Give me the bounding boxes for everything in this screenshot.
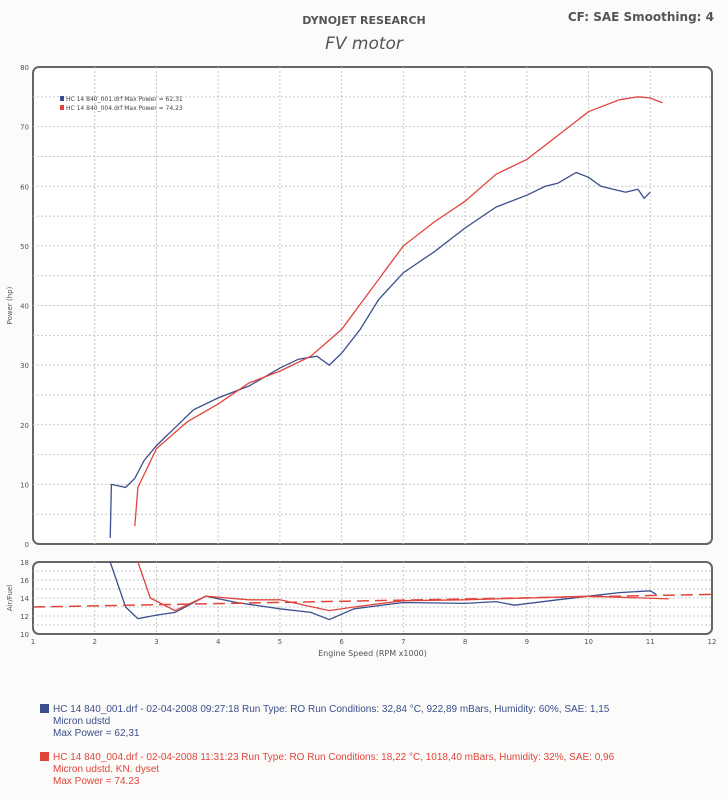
dyno-chart: 0 10 20 30 40 50 60 70 80 Power (hp) HC 14 840_001… [6, 64, 717, 658]
run1-max: Max Power = 62,31 [53, 728, 140, 739]
x-tick-label: 2 [92, 638, 96, 646]
y-axis-label: Power (hp) [6, 286, 14, 324]
run1-line: HC 14 840_001.drf - 02-04-2008 09:27:18 … [53, 704, 610, 715]
x-tick-label: 6 [339, 638, 344, 646]
settings-label: CF: SAE Smoothing: 4 [567, 10, 714, 24]
y-tick-label: 18 [20, 559, 29, 567]
brand-title: DYNOJET RESEARCH [302, 14, 426, 27]
reference-line [32, 593, 713, 608]
y-tick-label: 0 [25, 541, 29, 549]
run2-max: Max Power = 74.23 [53, 776, 140, 787]
legend-entry: HC 14 840_001.drf Max Power = 62,31 [66, 96, 183, 103]
y-tick-label: 16 [20, 577, 29, 585]
chart-title: FV motor [325, 34, 403, 54]
x-tick-label: 11 [646, 638, 655, 646]
y-axis-label: Air/Fuel [6, 585, 14, 611]
series-line-2 [137, 561, 669, 612]
x-tick-label: 10 [584, 638, 593, 646]
run1-desc: Micron udstd [53, 716, 111, 727]
x-tick-label: 7 [401, 638, 405, 646]
x-tick-label: 9 [525, 638, 529, 646]
legend-swatch [60, 105, 64, 110]
run1-swatch [40, 704, 49, 713]
x-tick-label: 5 [278, 638, 282, 646]
y-tick-label: 10 [20, 631, 29, 639]
y-tick-label: 30 [20, 362, 29, 370]
legend-entry: HC 14 840_004.drf Max Power = 74,23 [66, 105, 183, 112]
y-tick-label: 60 [20, 183, 29, 191]
x-tick-label: 8 [463, 638, 467, 646]
x-tick-label: 4 [216, 638, 221, 646]
y-tick-label: 12 [20, 613, 29, 621]
run-info-2: HC 14 840_004.drf - 02-04-2008 11:31:23 … [40, 752, 720, 788]
series-line-2 [134, 96, 663, 527]
x-tick-label: 12 [708, 638, 717, 646]
y-tick-label: 20 [20, 422, 29, 430]
x-tick-label: 1 [31, 638, 35, 646]
y-tick-label: 40 [20, 303, 29, 311]
legend-swatch [60, 96, 64, 101]
y-tick-label: 80 [20, 64, 29, 72]
y-tick-label: 14 [20, 595, 29, 603]
series-line-1 [109, 171, 651, 539]
x-tick-label: 3 [154, 638, 158, 646]
y-tick-label: 50 [20, 243, 29, 251]
run2-swatch [40, 752, 49, 761]
run-info-1: HC 14 840_001.drf - 02-04-2008 09:27:18 … [40, 704, 720, 740]
run2-desc: Micron udstd. KN. dyset [53, 764, 160, 775]
y-tick-label: 70 [20, 124, 29, 132]
x-axis-label: Engine Speed (RPM x1000) [318, 649, 427, 658]
y-tick-label: 10 [20, 481, 29, 489]
run2-line: HC 14 840_004.drf - 02-04-2008 11:31:23 … [53, 752, 615, 763]
